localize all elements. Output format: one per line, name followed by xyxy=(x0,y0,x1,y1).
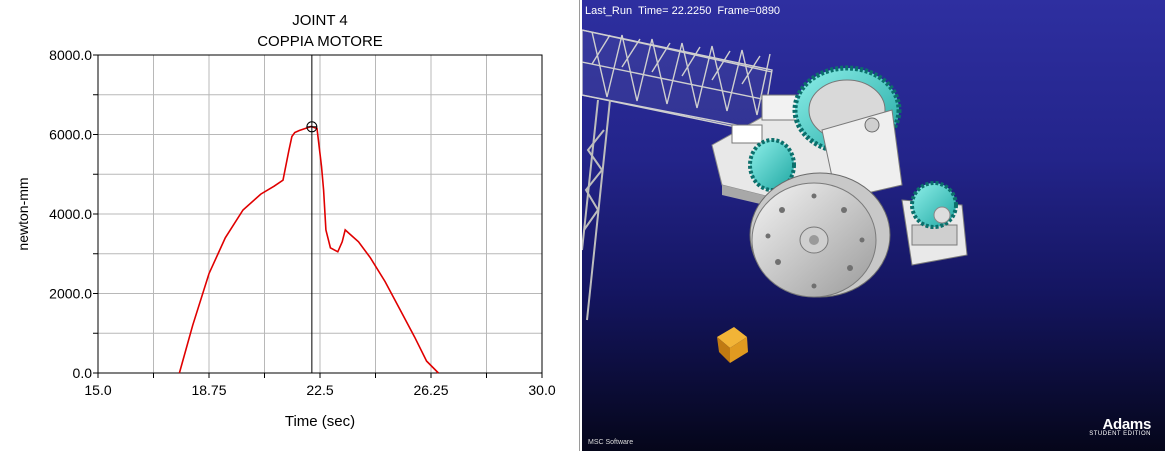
torque-chart: JOINT 4 COPPIA MOTORE 15.0 18.75 22.5 26.25… xyxy=(15,12,556,430)
x-tick-label: 18.75 xyxy=(191,382,226,398)
animation-viewport[interactable]: Last_Run Time= 22.2250 Frame=0890 MSC Soft… xyxy=(582,0,1165,451)
cursor-marker-icon[interactable] xyxy=(306,121,318,133)
x-tick-label: 26.25 xyxy=(413,382,448,398)
x-tick-label: 22.5 xyxy=(306,382,333,398)
x-tick-label: 15.0 xyxy=(84,382,111,398)
time-readout: Time= 22.2250 xyxy=(638,5,712,17)
chart-tick-labels: 15.0 18.75 22.5 26.25 30.0 0.0 2000.0 4000.0 600… xyxy=(49,47,556,398)
tower-post xyxy=(582,99,611,321)
y-tick-label: 6000.0 xyxy=(49,127,92,143)
y-tick-label: 4000.0 xyxy=(49,206,92,222)
chart-grid xyxy=(98,55,542,373)
brand-subtitle: STUDENT EDITION xyxy=(1089,431,1151,437)
run-name: Last_Run xyxy=(585,5,633,17)
y-tick-label: 0.0 xyxy=(73,365,93,381)
white-wheel xyxy=(749,172,891,298)
lattice-boom xyxy=(582,29,773,133)
y-tick-label: 2000.0 xyxy=(49,286,92,302)
y-axis-label: newton-mm xyxy=(15,177,31,250)
motor-pinion-gear xyxy=(910,181,958,229)
chart-title-line2: COPPIA MOTORE xyxy=(257,33,383,50)
vendor-logo: MSC Software xyxy=(588,439,634,446)
x-tick-label: 30.0 xyxy=(528,382,555,398)
y-tick-label: 8000.0 xyxy=(49,47,92,63)
x-axis-label: Time (sec) xyxy=(285,413,355,430)
animation-status: Last_Run Time= 22.2250 Frame=0890 xyxy=(585,5,786,17)
plot-panel: JOINT 4 COPPIA MOTORE 15.0 18.75 22.5 26.25… xyxy=(0,0,580,451)
series-line-torque xyxy=(178,125,439,374)
brand-name: Adams xyxy=(1102,416,1151,433)
mechanism-model xyxy=(582,29,968,363)
chart-ticks xyxy=(93,54,543,378)
payload-cube xyxy=(717,327,748,363)
frame-readout: Frame=0890 xyxy=(717,5,781,17)
adams-logo: Adams STUDENT EDITION xyxy=(1089,416,1151,437)
chart-title-line1: JOINT 4 xyxy=(292,12,348,29)
